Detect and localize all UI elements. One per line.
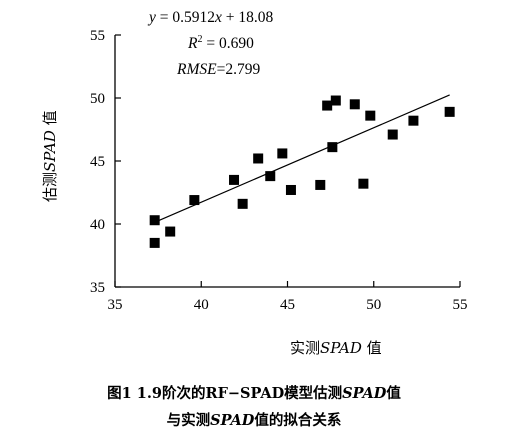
data-point	[322, 100, 333, 111]
data-point	[265, 171, 276, 182]
y-tick-label: 35	[90, 280, 105, 296]
x-tick-label: 55	[453, 297, 468, 313]
y-tick-label: 40	[90, 217, 105, 233]
data-point	[315, 179, 326, 190]
data-point	[408, 115, 419, 126]
data-points	[149, 95, 455, 248]
data-point	[444, 106, 455, 117]
x-axis-title: 实测SPAD 值	[290, 339, 382, 357]
data-point	[229, 174, 240, 185]
data-point	[277, 148, 288, 159]
data-point	[237, 198, 248, 209]
data-point	[253, 153, 264, 164]
data-point	[358, 178, 369, 189]
data-point	[349, 99, 360, 110]
data-point	[165, 226, 176, 237]
y-axis-title: 估测SPAD 值	[41, 110, 59, 202]
r2-label: R2 = 0.690	[187, 34, 254, 52]
data-point	[189, 195, 200, 206]
x-tick-label: 50	[366, 297, 381, 313]
y-tick-label: 50	[90, 91, 105, 107]
data-point	[285, 184, 296, 195]
data-point	[387, 129, 398, 140]
x-tick-label: 40	[194, 297, 209, 313]
data-point	[149, 237, 160, 248]
figure-caption-line-1: 图1 1.9阶次的RF−SPAD模型估测SPAD值	[107, 385, 401, 402]
x-tick-label: 45	[280, 297, 295, 313]
regression-line	[154, 94, 450, 223]
figure-caption-line-2: 与实测SPAD值的拟合关系	[166, 412, 342, 429]
data-point	[365, 110, 376, 121]
data-point	[327, 142, 338, 153]
data-point	[149, 215, 160, 226]
rmse-label: RMSE=2.799	[176, 61, 260, 78]
x-tick-label: 35	[108, 297, 123, 313]
scatter-chart: 35 40 45 50 55 35 40 45 50 55 y = 0.5912x + 18.08…	[41, 9, 468, 357]
y-tick-label: 45	[90, 154, 105, 170]
y-tick-label: 55	[90, 28, 105, 44]
data-point	[330, 95, 341, 106]
equation-label: y = 0.5912x + 18.08	[147, 9, 274, 26]
